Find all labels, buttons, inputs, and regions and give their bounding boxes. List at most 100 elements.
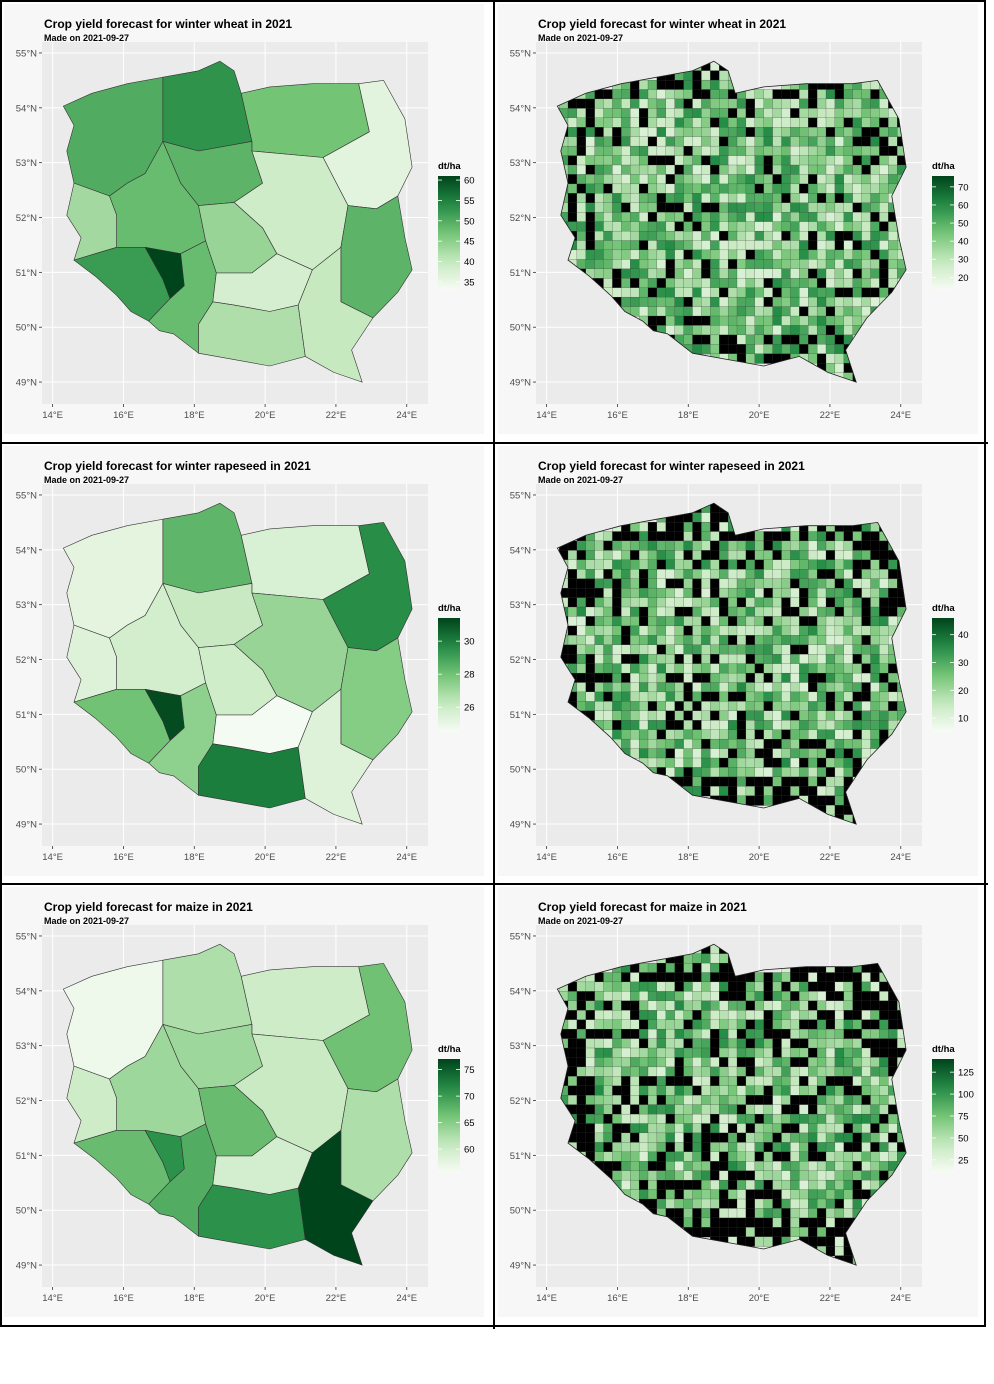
- municipality-cell: [692, 1085, 702, 1096]
- municipality-cell: [665, 89, 676, 100]
- municipality-cell: [638, 249, 649, 260]
- municipality-cell: [852, 981, 863, 992]
- municipality-cell: [816, 1170, 827, 1181]
- municipality-cell: [799, 183, 809, 194]
- municipality-cell: [799, 691, 809, 702]
- municipality-cell: [834, 1151, 845, 1162]
- municipality-cell: [656, 287, 667, 298]
- municipality-cell: [585, 155, 596, 166]
- municipality-cell: [808, 315, 818, 326]
- municipality-cell: [665, 212, 676, 223]
- municipality-cell: [790, 1161, 800, 1172]
- municipality-cell: [825, 1028, 836, 1040]
- municipality-cell: [665, 1076, 676, 1087]
- municipality-cell: [630, 587, 640, 599]
- municipality-cell: [736, 268, 747, 279]
- municipality-cell: [745, 559, 756, 570]
- municipality-cell: [888, 259, 898, 270]
- municipality-cell: [843, 174, 854, 185]
- municipality-cell: [834, 559, 845, 570]
- municipality-cell: [727, 230, 738, 242]
- municipality-cell: [719, 559, 729, 570]
- municipality-cell: [656, 268, 667, 279]
- municipality-cell: [647, 569, 658, 580]
- municipality-cell: [834, 1019, 845, 1030]
- legend-colorbar: [932, 1059, 954, 1173]
- municipality-cell: [852, 710, 863, 721]
- municipality-cell: [621, 644, 631, 655]
- municipality-cell: [861, 635, 872, 646]
- lon-tick-label: 16°E: [607, 852, 628, 863]
- municipality-cell: [603, 1010, 613, 1021]
- municipality-cell: [808, 720, 818, 731]
- municipality-cell: [736, 597, 747, 608]
- municipality-cell: [790, 268, 800, 279]
- municipality-cell: [701, 663, 711, 674]
- municipality-cell: [638, 117, 649, 128]
- municipality-cell: [772, 164, 783, 175]
- municipality-cell: [861, 1132, 872, 1143]
- municipality-cell: [567, 183, 578, 194]
- municipality-cell: [656, 164, 667, 175]
- municipality-cell: [808, 1170, 818, 1181]
- municipality-cell: [799, 786, 809, 797]
- municipality-cell: [612, 729, 622, 740]
- municipality-cell: [727, 1151, 738, 1162]
- municipality-cell: [852, 550, 863, 561]
- municipality-cell: [772, 625, 783, 636]
- region-slaskie: [148, 240, 217, 354]
- municipality-cell: [781, 1179, 791, 1191]
- municipality-cell: [727, 1076, 738, 1087]
- municipality-cell: [683, 1198, 694, 1209]
- municipality-cell: [825, 1161, 836, 1172]
- map-panel-maize-voivodeship: 55°N 54°N 53°N 52°N 51°N 50°N 49°N 14°E 16°E 18°E…: [4, 887, 484, 1317]
- municipality-cell: [790, 1010, 800, 1021]
- legend-tick-label: 50: [958, 219, 969, 230]
- municipality-cell: [603, 183, 613, 194]
- municipality-cell: [665, 145, 676, 157]
- municipality-cell: [834, 117, 845, 128]
- municipality-cell: [665, 991, 676, 1002]
- municipality-cell: [630, 738, 640, 750]
- municipality-cell: [781, 164, 791, 175]
- municipality-cell: [781, 587, 791, 599]
- municipality-cell: [754, 559, 765, 570]
- municipality-cell: [754, 1066, 765, 1077]
- municipality-cell: [781, 1104, 791, 1115]
- municipality-cell: [656, 540, 667, 551]
- municipality-cell: [603, 682, 613, 693]
- municipality-cell: [692, 972, 702, 983]
- municipality-cell: [647, 550, 658, 561]
- municipality-cell: [603, 672, 613, 684]
- municipality-cell: [683, 240, 694, 251]
- municipality-cell: [674, 578, 685, 589]
- municipality-cell: [754, 531, 765, 542]
- municipality-cell: [692, 606, 702, 617]
- municipality-cell: [745, 1057, 756, 1068]
- legend-tick-label: 65: [464, 1118, 475, 1129]
- municipality-cell: [630, 559, 640, 570]
- municipality-cell: [727, 654, 738, 665]
- municipality-cell: [745, 1123, 756, 1134]
- municipality-cell: [745, 625, 756, 636]
- municipality-cell: [781, 550, 791, 561]
- municipality-cell: [656, 89, 667, 100]
- municipality-cell: [710, 89, 720, 100]
- municipality-cell: [736, 155, 747, 166]
- municipality-cell: [790, 1113, 800, 1125]
- municipality-cell: [585, 1104, 596, 1115]
- municipality-cell: [754, 1113, 765, 1125]
- municipality-cell: [781, 278, 791, 289]
- municipality-cell: [630, 240, 640, 251]
- municipality-cell: [692, 1208, 702, 1219]
- lat-tick-label: 53°N: [16, 1041, 37, 1052]
- municipality-cell: [852, 625, 863, 636]
- municipality-cell: [870, 183, 880, 194]
- municipality-cell: [763, 663, 774, 674]
- municipality-cell: [781, 1170, 791, 1181]
- municipality-cell: [790, 748, 800, 759]
- municipality-cell: [638, 663, 649, 674]
- municipality-cell: [808, 259, 818, 270]
- municipality-cell: [612, 1000, 622, 1011]
- municipality-cell: [879, 202, 889, 213]
